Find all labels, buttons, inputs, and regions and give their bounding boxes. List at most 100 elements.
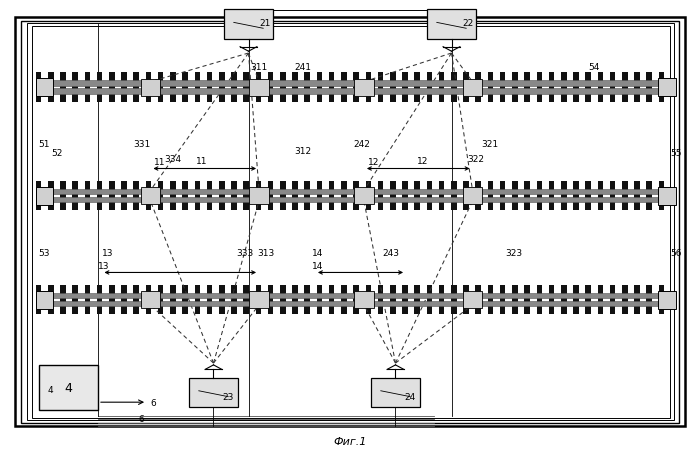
Bar (121, 182, 127, 211)
Bar (659, 285, 664, 315)
Bar (219, 182, 225, 211)
Bar (304, 285, 310, 315)
Bar (475, 73, 481, 102)
Bar (219, 285, 225, 315)
Text: 331: 331 (133, 140, 150, 149)
Text: 313: 313 (258, 248, 275, 257)
Bar (38, 293, 661, 299)
Bar (38, 198, 661, 203)
Bar (256, 285, 261, 315)
Text: 23: 23 (222, 392, 233, 401)
Bar (426, 73, 432, 102)
Text: 311: 311 (251, 63, 268, 72)
Bar (121, 285, 127, 315)
Bar (371, 378, 420, 407)
Bar (146, 73, 151, 102)
Bar (256, 182, 261, 211)
Bar (109, 182, 115, 211)
Bar (249, 291, 269, 308)
Bar (463, 188, 482, 205)
Bar (463, 291, 482, 308)
Bar (390, 182, 395, 211)
Bar (598, 182, 603, 211)
Bar (402, 285, 408, 315)
Bar (561, 285, 566, 315)
Bar (451, 285, 456, 315)
Bar (158, 285, 164, 315)
Bar (85, 182, 90, 211)
Bar (426, 182, 432, 211)
Bar (463, 79, 482, 97)
Text: 13: 13 (98, 262, 109, 271)
Bar (244, 73, 249, 102)
Bar (463, 285, 469, 315)
Bar (354, 188, 374, 205)
Bar (512, 285, 518, 315)
Bar (561, 73, 566, 102)
Bar (354, 285, 359, 315)
Text: 21: 21 (259, 19, 270, 28)
Bar (48, 285, 53, 315)
Bar (38, 189, 661, 195)
Bar (634, 182, 640, 211)
Bar (329, 182, 335, 211)
Text: 322: 322 (468, 154, 484, 163)
Bar (647, 182, 652, 211)
Bar (304, 182, 310, 211)
Bar (658, 187, 676, 205)
Bar (378, 73, 384, 102)
Bar (158, 73, 164, 102)
Bar (158, 182, 164, 211)
Bar (598, 285, 603, 315)
Bar (524, 182, 530, 211)
Bar (60, 73, 66, 102)
Bar (60, 182, 66, 211)
Bar (414, 73, 420, 102)
Bar (561, 182, 566, 211)
Bar (439, 182, 444, 211)
Bar (27, 24, 674, 420)
Text: 242: 242 (354, 140, 370, 149)
Bar (634, 285, 640, 315)
Text: 52: 52 (51, 149, 62, 158)
Bar (512, 182, 518, 211)
Bar (354, 79, 374, 97)
Bar (195, 182, 200, 211)
Bar (48, 73, 53, 102)
Bar (622, 73, 628, 102)
Text: 51: 51 (38, 140, 49, 149)
Bar (32, 27, 670, 418)
Bar (365, 73, 371, 102)
Bar (573, 285, 579, 315)
Bar (292, 285, 298, 315)
Bar (48, 182, 53, 211)
Bar (414, 285, 420, 315)
Bar (659, 73, 664, 102)
Text: 56: 56 (670, 248, 681, 257)
Bar (488, 285, 494, 315)
Text: 6: 6 (150, 398, 156, 407)
Bar (231, 285, 237, 315)
Bar (354, 73, 359, 102)
Bar (451, 182, 456, 211)
Bar (488, 182, 494, 211)
Bar (341, 182, 346, 211)
Bar (109, 73, 115, 102)
Bar (585, 285, 591, 315)
Bar (280, 73, 286, 102)
Text: 241: 241 (294, 63, 311, 72)
Bar (647, 73, 652, 102)
Bar (488, 73, 494, 102)
Bar (36, 73, 41, 102)
Bar (38, 81, 661, 87)
Text: 12: 12 (368, 158, 379, 167)
Text: 11: 11 (154, 158, 165, 167)
Bar (573, 73, 579, 102)
Bar (549, 285, 554, 315)
Bar (378, 182, 384, 211)
Bar (500, 182, 505, 211)
Bar (549, 73, 554, 102)
Bar (622, 182, 628, 211)
Text: 243: 243 (382, 248, 399, 257)
Text: 53: 53 (38, 248, 49, 257)
